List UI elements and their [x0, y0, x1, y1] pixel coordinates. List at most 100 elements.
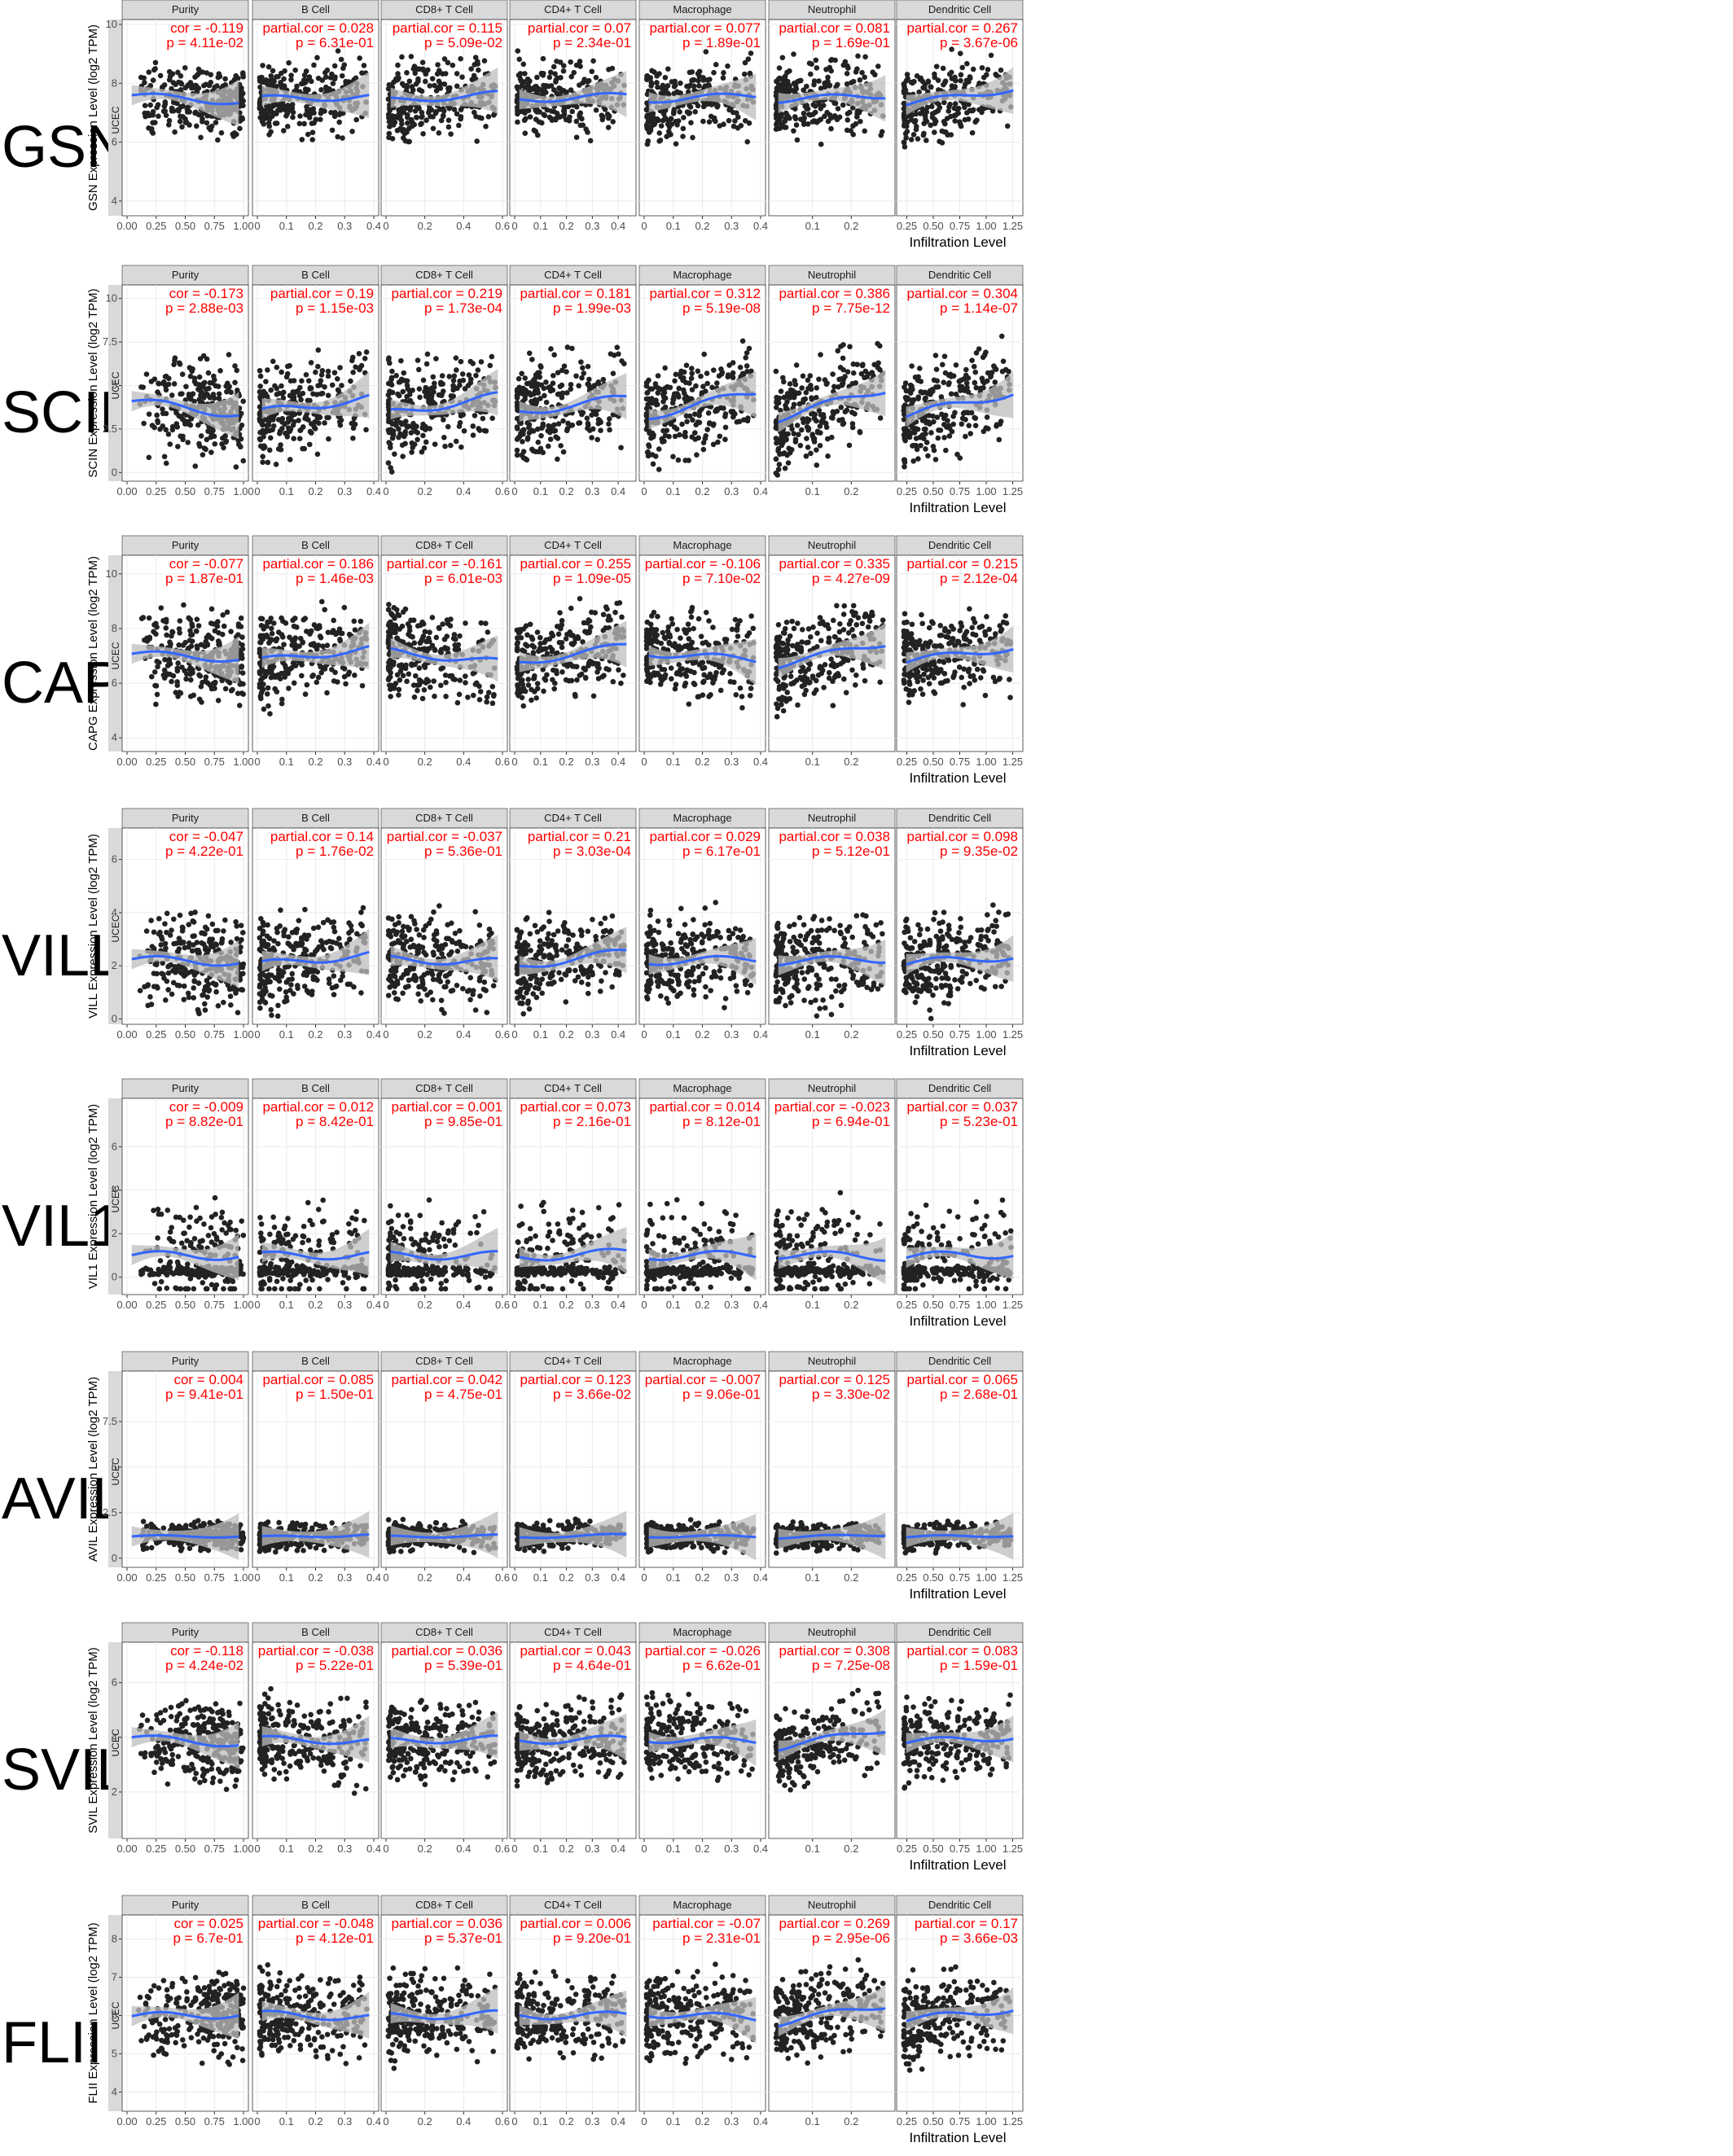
- data-point: [577, 64, 583, 69]
- x-tick-label: 0.00: [116, 220, 137, 232]
- data-point: [783, 81, 788, 88]
- data-point: [643, 396, 650, 402]
- data-point: [958, 77, 963, 84]
- data-point: [746, 120, 752, 126]
- data-point: [410, 445, 416, 450]
- data-point: [956, 378, 963, 384]
- data-point: [353, 75, 359, 81]
- data-point: [983, 72, 989, 78]
- data-point: [553, 116, 559, 121]
- data-point: [470, 432, 476, 438]
- data-point: [555, 370, 561, 375]
- data-point: [744, 138, 751, 145]
- data-point: [517, 72, 523, 77]
- data-point: [776, 462, 783, 467]
- data-point: [311, 622, 318, 628]
- x-tick-label: 1.25: [1003, 485, 1023, 497]
- data-point: [803, 389, 809, 396]
- data-point: [432, 693, 437, 699]
- x-tick-label: 0.4: [753, 485, 768, 497]
- data-point: [319, 390, 326, 397]
- data-point: [453, 438, 459, 445]
- data-point: [240, 458, 247, 464]
- data-point: [718, 366, 724, 372]
- data-point: [710, 367, 717, 373]
- data-point: [656, 467, 662, 472]
- data-point: [931, 447, 937, 454]
- data-point: [427, 426, 433, 432]
- data-point: [824, 78, 831, 85]
- data-point: [662, 365, 668, 371]
- data-point: [1004, 123, 1011, 129]
- data-point: [594, 436, 600, 443]
- data-point: [356, 351, 362, 357]
- data-point: [547, 388, 554, 394]
- data-point: [200, 69, 205, 75]
- x-tick-label: 0.4: [611, 220, 625, 232]
- data-point: [580, 410, 586, 416]
- data-point: [348, 378, 353, 384]
- x-tick-label: 0.4: [456, 220, 471, 232]
- data-point: [419, 59, 426, 66]
- data-point: [547, 69, 554, 76]
- data-point: [793, 85, 800, 92]
- x-tick-label: 0.2: [695, 220, 709, 232]
- data-point: [529, 357, 535, 362]
- data-point: [269, 630, 275, 637]
- data-point: [822, 84, 828, 90]
- data-point: [901, 113, 907, 120]
- data-point: [593, 107, 599, 113]
- y-tick-label: 8: [112, 622, 117, 634]
- data-point: [814, 65, 820, 71]
- data-point: [292, 663, 299, 668]
- data-point: [178, 86, 184, 93]
- data-point: [318, 86, 324, 93]
- data-point: [441, 56, 448, 62]
- data-point: [902, 121, 908, 127]
- x-tick-label: 0.4: [456, 756, 471, 768]
- data-point: [840, 342, 846, 348]
- data-point: [162, 656, 168, 663]
- data-point: [418, 121, 423, 128]
- data-point: [902, 380, 909, 386]
- data-point: [571, 69, 577, 76]
- data-point: [672, 433, 678, 440]
- data-point: [950, 414, 956, 419]
- data-point: [972, 415, 979, 421]
- data-point: [458, 444, 464, 450]
- data-point: [828, 414, 835, 421]
- data-point: [597, 418, 603, 423]
- data-point: [941, 415, 947, 422]
- data-point: [785, 431, 791, 437]
- data-point: [852, 411, 858, 417]
- data-point: [269, 104, 274, 110]
- data-point: [330, 81, 336, 86]
- correlation-label: cor = -0.077: [169, 556, 243, 572]
- data-point: [221, 623, 227, 629]
- data-point: [213, 120, 219, 125]
- data-point: [910, 132, 917, 138]
- data-point: [568, 73, 574, 80]
- data-point: [363, 427, 369, 433]
- data-point: [815, 118, 822, 124]
- data-point: [573, 118, 580, 125]
- data-point: [291, 680, 297, 686]
- data-point: [564, 369, 569, 375]
- data-point: [149, 423, 156, 428]
- data-point: [802, 103, 808, 109]
- data-point: [240, 398, 246, 405]
- data-point: [784, 452, 790, 458]
- data-point: [748, 50, 754, 56]
- data-point: [973, 350, 980, 356]
- data-point: [745, 56, 752, 62]
- data-point: [791, 128, 796, 134]
- data-point: [308, 385, 314, 392]
- data-point: [161, 675, 168, 681]
- data-point: [239, 655, 245, 661]
- data-point: [456, 691, 463, 698]
- x-tick-label: 0.6: [495, 756, 510, 768]
- data-point: [800, 373, 806, 379]
- data-point: [593, 74, 599, 81]
- data-point: [911, 119, 918, 125]
